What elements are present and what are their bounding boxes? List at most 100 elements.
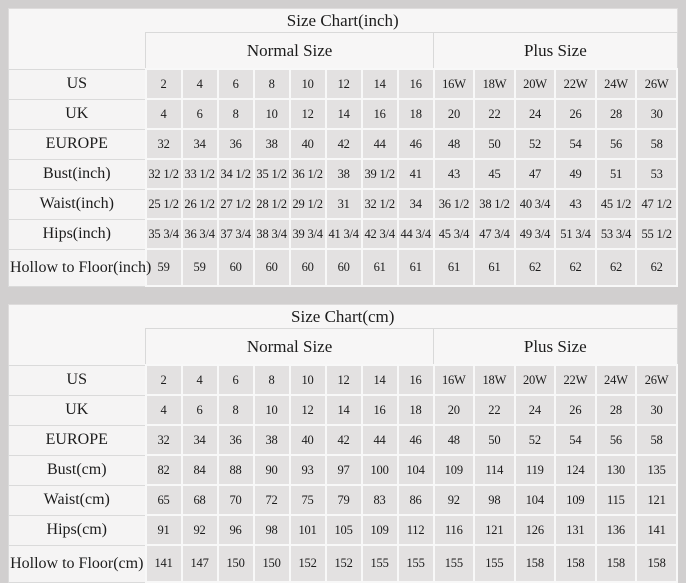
size-value-cell: 60 — [216, 248, 255, 287]
size-value-cell: 56 — [594, 424, 638, 456]
size-value-cell: 131 — [554, 514, 597, 546]
size-value-cell: 22 — [473, 394, 516, 426]
size-value-cell: 75 — [288, 484, 327, 516]
size-value-cell: 62 — [513, 248, 557, 287]
size-value-cell: 20W — [513, 364, 557, 396]
size-value-cell: 45 3/4 — [432, 218, 476, 250]
size-value-cell: 112 — [396, 514, 435, 546]
row-label: Waist(inch) — [7, 188, 147, 220]
size-value-cell: 109 — [554, 484, 597, 516]
size-value-cell: 6 — [180, 98, 219, 130]
size-value-cell: 42 — [324, 128, 363, 160]
table-row: Waist(inch) 25 1/2 26 1/2 27 1/2 28 1/2 29 1/… — [7, 188, 678, 220]
size-value-cell: 32 — [144, 128, 183, 160]
size-value-cell: 54 — [554, 424, 597, 456]
row-label: Waist(cm) — [7, 484, 147, 516]
size-value-cell: 130 — [594, 454, 638, 486]
table-row: Hips(cm) 91 92 96 98 101 105 109 112 116 121 126 131… — [7, 514, 678, 546]
size-value-cell: 65 — [144, 484, 183, 516]
size-value-cell: 28 — [594, 394, 638, 426]
size-value-cell: 28 1/2 — [252, 188, 291, 220]
size-value-cell: 52 — [513, 424, 557, 456]
size-value-cell: 16 — [360, 98, 399, 130]
size-value-cell: 51 — [594, 158, 638, 190]
size-value-cell: 104 — [513, 484, 557, 516]
size-chart-table-cm: Size Chart(cm) Normal Size Plus Size US 2… — [7, 304, 678, 583]
size-value-cell: 34 — [180, 424, 219, 456]
size-value-cell: 90 — [252, 454, 291, 486]
size-value-cell: 147 — [180, 544, 219, 583]
table-row: Bust(cm) 82 84 88 90 93 97 100 104 109 114 119 124 13… — [7, 454, 678, 486]
table-row: UK 4 6 8 10 12 14 16 18 20 22 24 26 28 30 — [7, 98, 678, 130]
row-label: US — [7, 68, 147, 100]
size-value-cell: 33 1/2 — [180, 158, 219, 190]
table-row: EUROPE 32 34 36 38 40 42 44 46 48 50 52 54 56 58 — [7, 424, 678, 456]
size-value-cell: 62 — [554, 248, 597, 287]
size-value-cell: 14 — [324, 98, 363, 130]
size-value-cell: 51 3/4 — [554, 218, 597, 250]
size-value-cell: 36 — [216, 128, 255, 160]
size-value-cell: 44 — [360, 424, 399, 456]
size-value-cell: 10 — [288, 364, 327, 396]
row-label: Hollow to Floor(inch) — [7, 248, 151, 287]
table-row: UK 4 6 8 10 12 14 16 18 20 22 24 26 28 30 — [7, 394, 678, 426]
size-value-cell: 46 — [396, 424, 435, 456]
size-value-cell: 155 — [360, 544, 399, 583]
size-value-cell: 101 — [288, 514, 327, 546]
size-value-cell: 26 1/2 — [180, 188, 219, 220]
size-value-cell: 155 — [432, 544, 476, 583]
plus-size-header: Plus Size — [433, 32, 678, 70]
size-value-cell: 96 — [216, 514, 255, 546]
size-value-cell: 62 — [594, 248, 638, 287]
size-value-cell: 39 1/2 — [360, 158, 399, 190]
size-value-cell: 152 — [324, 544, 363, 583]
size-value-cell: 24W — [594, 68, 638, 100]
size-value-cell: 6 — [216, 364, 255, 396]
size-value-cell: 12 — [324, 364, 363, 396]
size-value-cell: 55 1/2 — [635, 218, 678, 250]
size-value-cell: 44 3/4 — [396, 218, 435, 250]
row-label: US — [7, 364, 147, 396]
size-value-cell: 58 — [635, 424, 678, 456]
row-label: Bust(inch) — [7, 158, 147, 190]
size-value-cell: 114 — [473, 454, 516, 486]
size-value-cell: 31 — [324, 188, 363, 220]
size-value-cell: 18 — [396, 98, 435, 130]
table-row: Bust(inch) 32 1/2 33 1/2 34 1/2 35 1/2 36 1/2… — [7, 158, 678, 190]
size-value-cell: 28 — [594, 98, 638, 130]
size-value-cell: 60 — [288, 248, 327, 287]
size-value-cell: 40 3/4 — [513, 188, 557, 220]
size-value-cell: 8 — [216, 98, 255, 130]
size-chart-table-inch: Size Chart(inch) Normal Size Plus Size U… — [7, 8, 678, 287]
table-row: US 2 4 6 8 10 12 14 16 16W 18W 20W 22W 24W 26W — [7, 68, 678, 100]
title-row: Size Chart(inch) — [8, 8, 677, 33]
size-value-cell: 38 — [324, 158, 363, 190]
size-value-cell: 37 3/4 — [216, 218, 255, 250]
size-value-cell: 20W — [513, 68, 557, 100]
size-value-cell: 141 — [635, 514, 678, 546]
size-value-cell: 45 — [473, 158, 516, 190]
size-value-cell: 141 — [144, 544, 183, 583]
row-label: UK — [7, 394, 147, 426]
size-value-cell: 91 — [144, 514, 183, 546]
row-label: Hips(inch) — [7, 218, 147, 250]
size-value-cell: 92 — [180, 514, 219, 546]
size-value-cell: 32 — [144, 424, 183, 456]
size-value-cell: 121 — [473, 514, 516, 546]
size-value-cell: 8 — [216, 394, 255, 426]
size-value-cell: 155 — [473, 544, 516, 583]
size-value-cell: 43 — [432, 158, 476, 190]
size-value-cell: 119 — [513, 454, 557, 486]
size-value-cell: 47 — [513, 158, 557, 190]
corner-cell — [8, 32, 147, 69]
size-value-cell: 60 — [252, 248, 291, 287]
size-value-cell: 79 — [324, 484, 363, 516]
size-value-cell: 38 — [252, 128, 291, 160]
size-value-cell: 4 — [144, 98, 183, 130]
size-value-cell: 22 — [473, 98, 516, 130]
size-value-cell: 6 — [180, 394, 219, 426]
size-chart-page: Size Chart(inch) Normal Size Plus Size U… — [7, 8, 678, 583]
size-value-cell: 126 — [513, 514, 557, 546]
size-value-cell: 2 — [144, 364, 183, 396]
size-value-cell: 22W — [554, 68, 597, 100]
